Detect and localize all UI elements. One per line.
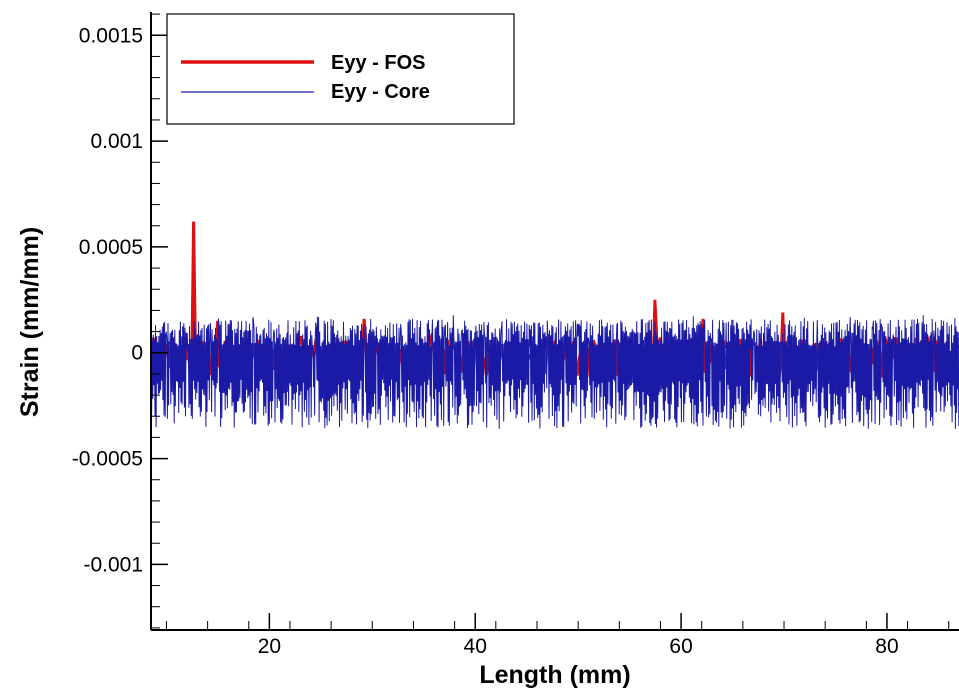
legend-box [166,13,515,125]
legend: Eyy - FOS Eyy - Core [166,13,515,125]
x-tick-label: 40 [464,635,487,658]
x-tick-label: 60 [669,635,692,658]
legend-label-fos: Eyy - FOS [331,52,425,74]
legend-label-core: Eyy - Core [331,81,430,103]
series-line-core [151,315,959,429]
series-layer [151,221,959,429]
axes-layer: 0.0015 0.001 0.0005 0 -0.0005 -0.001 20 40 60 80 [72,12,959,658]
y-axis-title: Strain (mm/mm) [16,227,44,417]
y-tick-label: -0.001 [83,553,143,576]
x-axis-title: Length (mm) [479,661,630,689]
x-tick-label: 80 [875,635,898,658]
y-tick-label: -0.0005 [72,448,143,471]
y-tick-label: 0.0015 [79,24,143,47]
y-tick-label: 0.0005 [79,236,143,259]
y-tick-label: 0 [131,342,143,365]
x-tick-label: 20 [258,635,281,658]
y-tick-label: 0.001 [90,130,143,153]
